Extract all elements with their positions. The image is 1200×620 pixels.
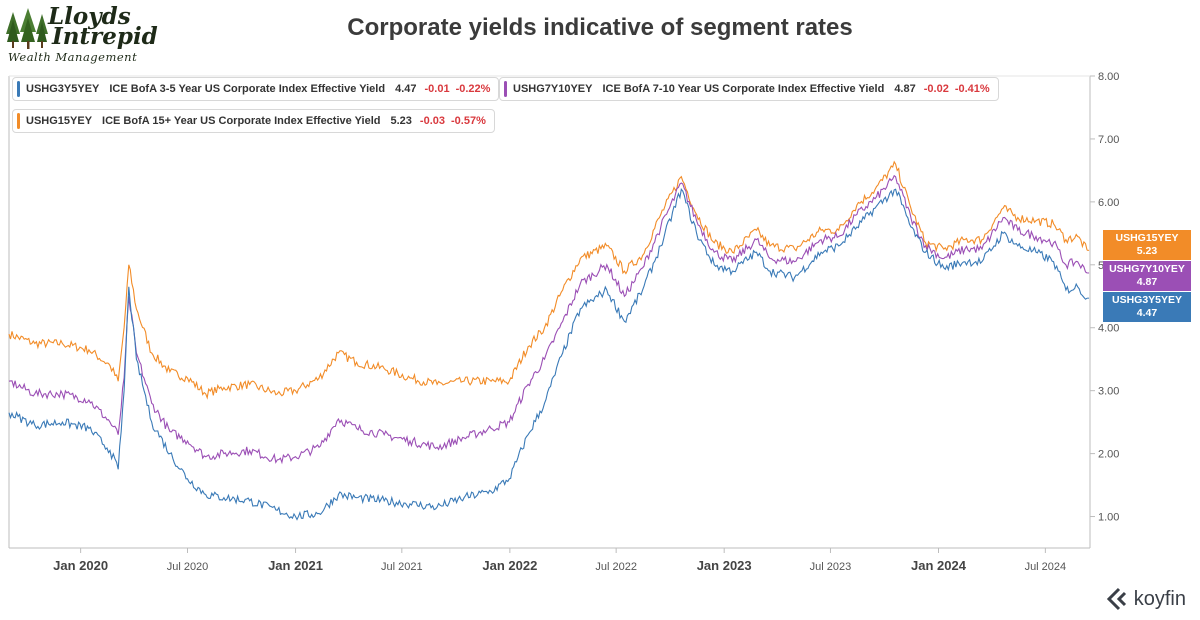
legend-value: 5.23 [390, 115, 412, 127]
legend-name: ICE BofA 15+ Year US Corporate Index Eff… [102, 115, 381, 127]
legend-change: -0.03 [419, 115, 445, 127]
legend-change: -0.02 [923, 83, 949, 95]
legend-color-swatch [504, 81, 507, 97]
legend-value: 4.47 [395, 83, 417, 95]
legend-symbol: USHG15YEY [26, 115, 93, 127]
legend-color-swatch [17, 113, 20, 129]
y-tick-label: 4.00 [1098, 323, 1119, 335]
y-tick-label: 3.00 [1098, 386, 1119, 398]
series-line-ushg7y10yey [8, 174, 1088, 465]
logo-subtitle: Wealth Management [8, 50, 138, 64]
badge-symbol: USHG15YEY [1115, 232, 1179, 244]
legend-change-pct: -0.57% [451, 115, 486, 127]
x-tick-label: Jan 2024 [911, 558, 967, 573]
x-tick-label: Jul 2021 [381, 561, 423, 573]
y-tick-label: 1.00 [1098, 512, 1119, 524]
chart-title: Corporate yields indicative of segment r… [347, 14, 853, 41]
last-value-badge-ushg3y5yey: USHG3Y5YEY 4.47 [1103, 292, 1191, 322]
logo-line2: Intrepid [52, 23, 158, 50]
x-tick-label: Jan 2020 [53, 558, 108, 573]
y-tick-label: 7.00 [1098, 134, 1119, 146]
badge-value: 4.47 [1136, 307, 1158, 319]
chart-axes [8, 75, 1091, 549]
y-tick-label: 6.00 [1098, 197, 1119, 209]
legend-symbol: USHG3Y5YEY [26, 83, 100, 95]
chart-series [8, 160, 1090, 521]
legend-change-pct: -0.41% [954, 83, 990, 95]
x-tick-label: Jul 2020 [167, 561, 209, 573]
legend-item-ushg3y5yey[interactable]: USHG3Y5YEY ICE BofA 3-5 Year US Corporat… [12, 77, 500, 101]
legend-value: 4.87 [894, 83, 916, 95]
koyfin-brand: koyfin [1106, 587, 1186, 611]
legend-item-ushg7y10yey[interactable]: USHG7Y10YEY ICE BofA 7-10 Year US Corpor… [499, 77, 999, 101]
x-tick-label: Jan 2021 [268, 558, 323, 573]
legend-name: ICE BofA 3-5 Year US Corporate Index Eff… [109, 83, 386, 95]
legend-item-ushg15yey[interactable]: USHG15YEY ICE BofA 15+ Year US Corporate… [12, 109, 495, 133]
x-tick-label: Jan 2023 [697, 558, 752, 573]
y-tick-label: 2.00 [1098, 449, 1119, 461]
koyfin-logo-icon [1106, 587, 1126, 611]
legend-change: -0.01 [424, 83, 450, 95]
y-tick-label: 8.00 [1098, 71, 1119, 83]
x-tick-label: Jul 2022 [595, 561, 637, 573]
legend-color-swatch [17, 81, 20, 97]
badge-symbol: USHG3Y5YEY [1111, 294, 1183, 306]
legend-change-pct: -0.22% [455, 83, 491, 95]
brand-name: koyfin [1133, 587, 1186, 610]
badge-value: 4.87 [1136, 276, 1158, 288]
company-logo: Lloyds Intrepid Wealth Management [6, 4, 166, 66]
series-line-ushg3y5yey [8, 187, 1088, 521]
trees-logo-icon [6, 8, 48, 49]
x-tick-label: Jul 2024 [1025, 561, 1067, 573]
logo-line1: Lloyds [48, 3, 131, 30]
legend-symbol: USHG7Y10YEY [513, 83, 593, 95]
x-tick-label: Jul 2023 [810, 561, 852, 573]
series-line-ushg15yey [8, 160, 1088, 400]
badge-value: 5.23 [1136, 245, 1158, 257]
badge-symbol: USHG7Y10YEY [1109, 263, 1185, 275]
last-value-badge-ushg7y10yey: USHG7Y10YEY 4.87 [1103, 261, 1191, 291]
last-value-badge-ushg15yey: USHG15YEY 5.23 [1103, 230, 1191, 260]
x-tick-label: Jan 2022 [482, 558, 537, 573]
legend-name: ICE BofA 7-10 Year US Corporate Index Ef… [602, 83, 885, 95]
